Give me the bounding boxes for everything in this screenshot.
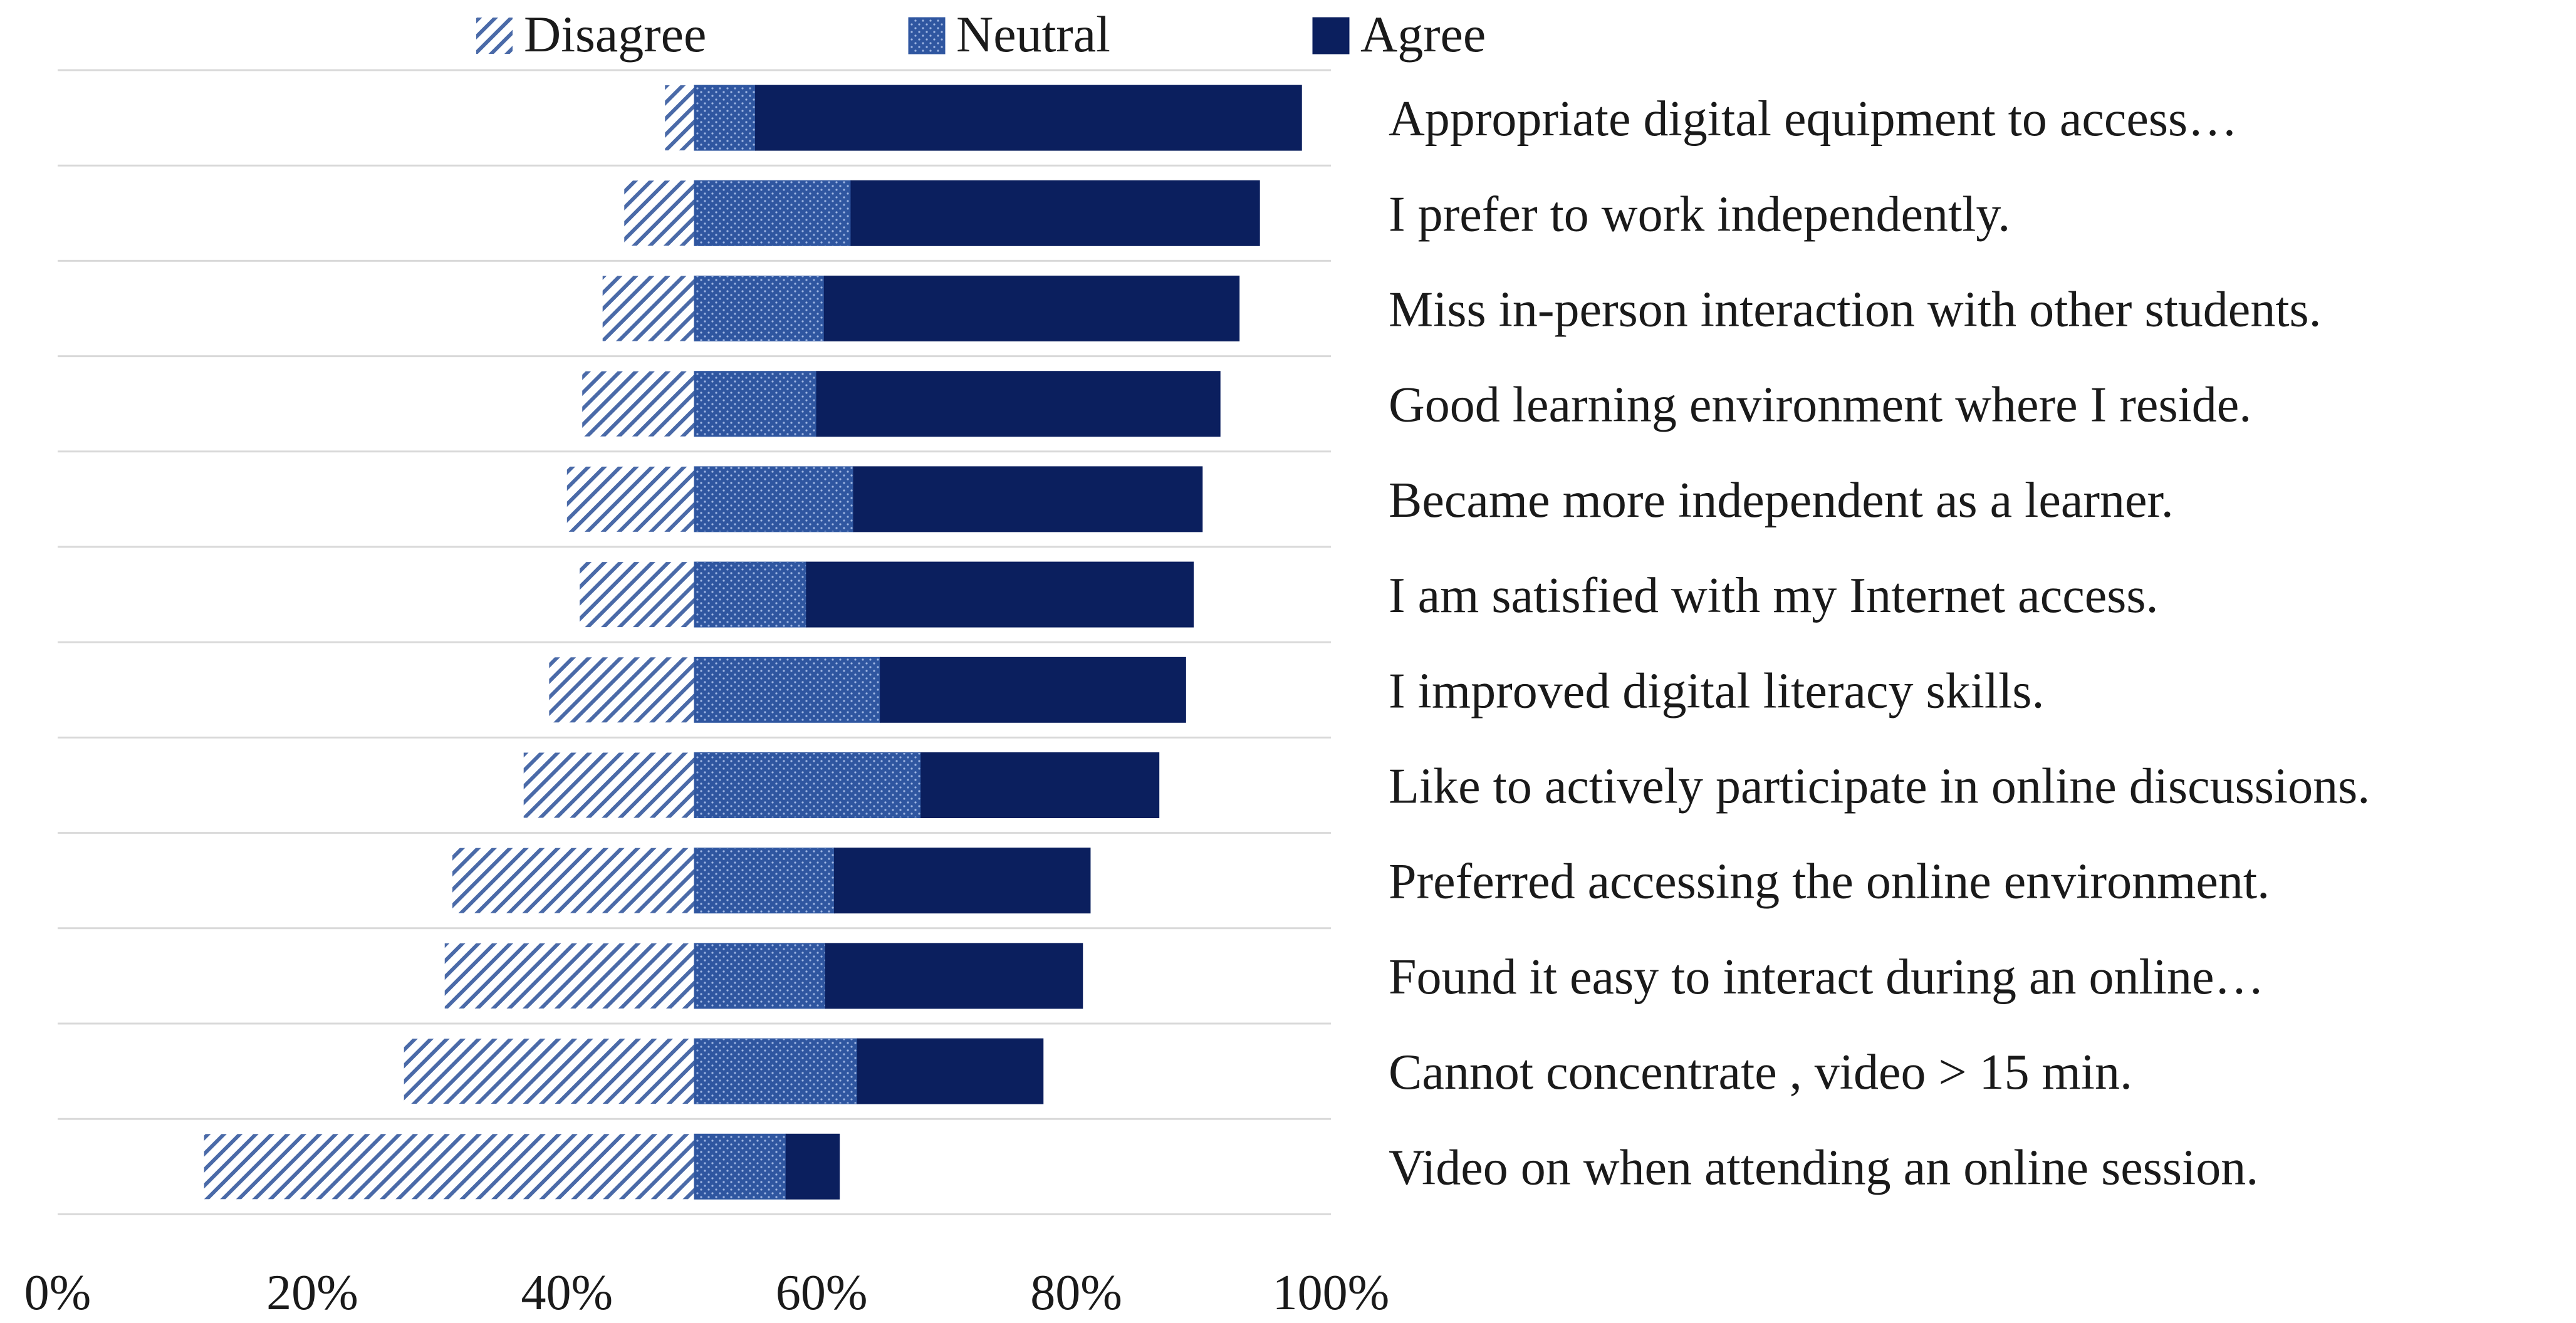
bar-agree-6 [806,561,1194,628]
category-label: Preferred accessing the online environme… [1389,854,2270,910]
gridlines [58,69,1331,1215]
bar-disagree-12 [204,1134,694,1200]
bar-disagree-3 [602,276,694,341]
category-label: Miss in-person interaction with other st… [1389,283,2322,338]
x-tick-label: 40% [521,1265,613,1320]
category-label: Found it easy to interact during an onli… [1389,950,2265,1005]
bar-neutral-1 [694,85,756,151]
legend-label-disagree: Disagree [524,6,706,63]
category-labels: Appropriate digital equipment to access…… [1389,91,2370,1195]
category-label: Cannot concentrate , video > 15 min. [1389,1045,2132,1100]
bar-neutral-9 [694,848,835,914]
bar-agree-9 [834,848,1091,914]
legend-swatch-neutral [908,17,946,54]
bar-neutral-3 [694,276,825,341]
bar-neutral-6 [694,561,807,628]
category-label: I improved digital literacy skills. [1389,663,2044,719]
bar-agree-1 [755,85,1302,151]
legend-swatch-disagree [476,18,513,54]
category-label: Became more independent as a learner. [1389,473,2174,528]
bar-neutral-10 [694,943,826,1009]
bar-disagree-8 [523,752,694,818]
category-label: Like to actively participate in online d… [1389,759,2370,814]
bar-agree-11 [857,1038,1044,1104]
legend-label-neutral: Neutral [956,6,1110,63]
category-label: I am satisfied with my Internet access. [1389,568,2158,623]
legend-swatch-agree [1312,17,1350,54]
category-label: Good learning environment where I reside… [1389,378,2251,433]
bar-disagree-4 [582,371,694,437]
bar-disagree-9 [452,848,694,913]
x-tick-label: 80% [1030,1265,1122,1320]
bar-disagree-5 [566,466,694,532]
x-tick-label: 20% [266,1265,358,1320]
bar-neutral-5 [694,466,854,532]
bar-agree-7 [880,656,1186,723]
legend: Disagree Neutral Agree [476,6,1486,63]
category-label: Video on when attending an online sessio… [1389,1140,2258,1195]
x-tick-label: 0% [24,1265,91,1320]
x-tick-label: 60% [776,1265,868,1320]
x-tick-label: 100% [1273,1265,1390,1320]
bar-disagree-11 [404,1039,694,1104]
bar-agree-8 [920,752,1160,818]
bar-agree-5 [853,466,1203,532]
bar-disagree-6 [580,562,694,628]
bar-disagree-2 [624,180,694,246]
bar-agree-10 [825,943,1083,1009]
bar-neutral-7 [694,656,881,723]
category-label: Appropriate digital equipment to access… [1389,91,2238,147]
bar-neutral-12 [694,1133,786,1200]
bar-agree-4 [816,371,1221,437]
bar-agree-2 [850,180,1260,246]
bar-neutral-11 [694,1038,858,1104]
bar-neutral-8 [694,752,922,818]
bar-agree-3 [823,276,1240,341]
bars [204,85,1302,1200]
bar-agree-12 [785,1133,840,1200]
bar-neutral-4 [694,371,817,437]
legend-label-agree: Agree [1360,6,1486,63]
x-axis-ticks: 0% 20% 40% 60% 80% 100% [24,1265,1390,1320]
bar-disagree-7 [549,657,694,723]
bar-disagree-10 [444,943,694,1009]
bar-disagree-1 [665,85,694,151]
bar-neutral-2 [694,180,852,246]
category-label: I prefer to work independently. [1389,187,2010,242]
